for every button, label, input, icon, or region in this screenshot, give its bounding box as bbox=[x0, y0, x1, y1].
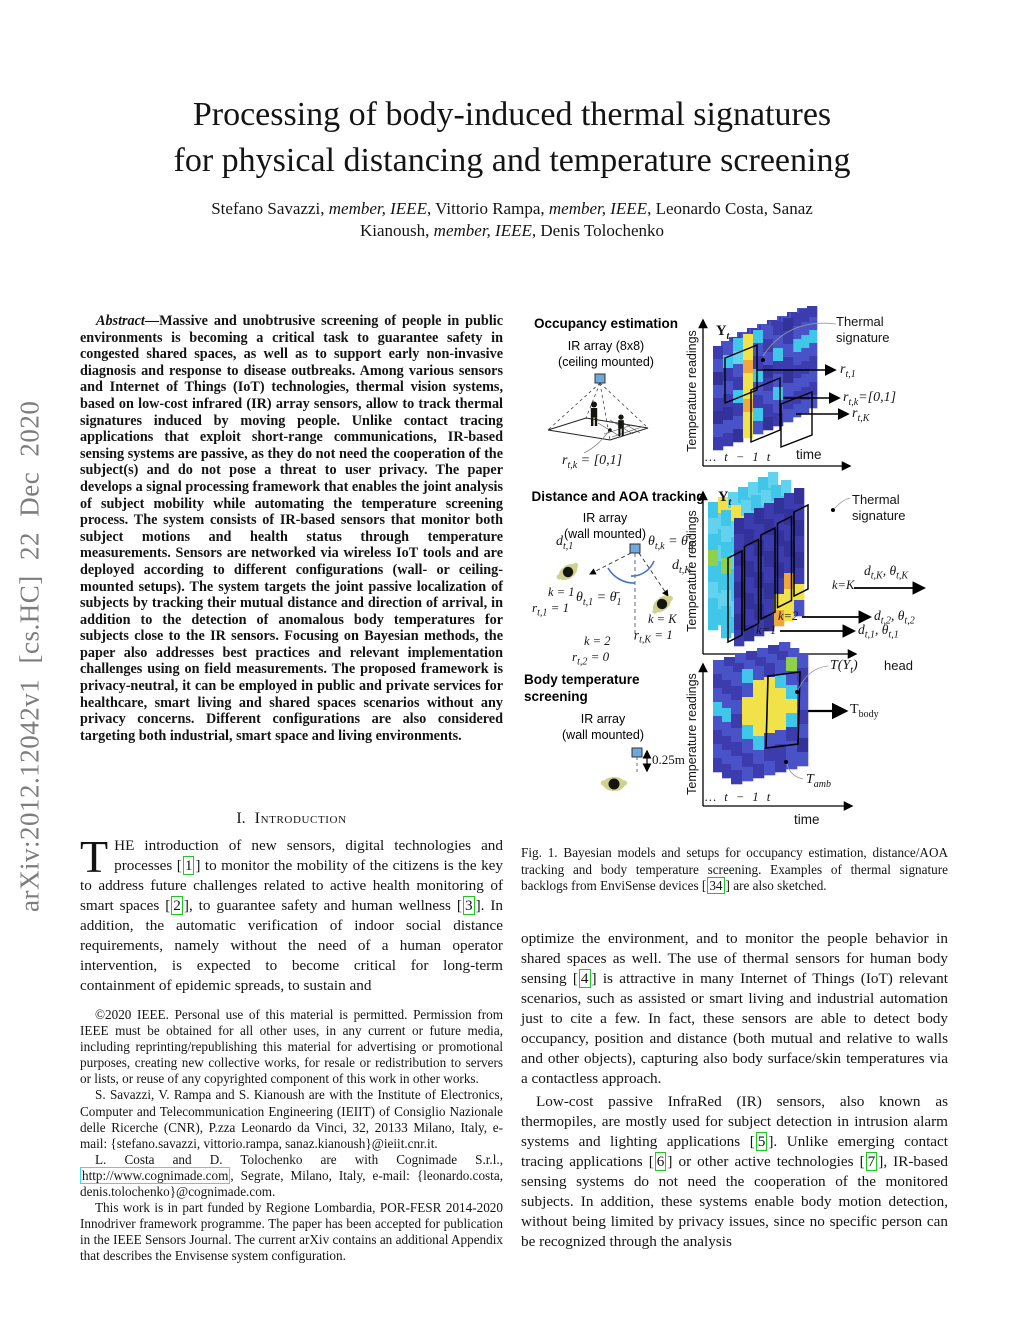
ceiling-sensor-scene-icon bbox=[547, 373, 649, 454]
panel2-heading: Distance and AOA tracking bbox=[531, 489, 705, 504]
citation-link[interactable]: 7 bbox=[865, 1152, 878, 1171]
panel2-r2-label: rt,2 = 0 bbox=[572, 649, 610, 668]
panel3-heading-1: Body temperature bbox=[524, 672, 640, 687]
title-line-1: Processing of body-induced thermal signa… bbox=[192, 96, 832, 133]
abstract-label: Abstract bbox=[96, 313, 145, 329]
panel3-head-word-label: head bbox=[884, 658, 913, 673]
panel2-r1-label: rt,1 = 1 bbox=[532, 600, 570, 619]
panel3-y-axis-label: Temperature readings bbox=[685, 673, 699, 795]
citation-link[interactable]: 4 bbox=[578, 969, 591, 988]
panel3-time-axis-label: time bbox=[794, 812, 820, 827]
hyperlink[interactable]: http://www.cognimade.com bbox=[80, 1166, 231, 1184]
panel1-floor-label: rt,k = [0,1] bbox=[562, 453, 623, 471]
panel2-arrowK-label: dt,K, θt,K bbox=[864, 563, 909, 582]
panel1-time-ticks: … t − 1 t bbox=[705, 450, 771, 464]
panel2-kK-label: k = K bbox=[648, 612, 677, 626]
panel2-k2-axis-tag: k=2 bbox=[778, 609, 799, 623]
occupancy-heatmap-plot bbox=[698, 306, 852, 471]
abstract-text: —Massive and unobtrusive screening of pe… bbox=[80, 313, 503, 744]
wall-sensor-temperature-scene-icon bbox=[600, 747, 652, 791]
panel1-time-axis-label: time bbox=[796, 447, 822, 462]
panel1-arrow2-label: rt,k=[0,1] bbox=[843, 390, 897, 408]
figure-graphics bbox=[547, 306, 927, 811]
panel2-arrow2-label: dt,2, θt,2 bbox=[874, 608, 915, 627]
panel2-theta-1-label: θt,1 = θ̄1 bbox=[576, 590, 622, 608]
panel2-arrow1-label: dt,1, θt,1 bbox=[858, 622, 899, 641]
panel3-heading-2: screening bbox=[524, 689, 588, 704]
citation-link[interactable]: 6 bbox=[654, 1152, 667, 1171]
panel2-k1-label: k = 1 bbox=[548, 585, 575, 599]
panel1-subtitle-1: IR array (8x8) bbox=[567, 339, 645, 353]
authors: Stefano Savazzi, member, IEEE, Vittorio … bbox=[0, 198, 1024, 242]
panel3-subtitle-2: (wall mounted) bbox=[562, 728, 644, 742]
panel3-tbody-label: Tbody bbox=[850, 702, 879, 720]
citation-link[interactable]: 2 bbox=[171, 896, 183, 915]
footnote-affiliation-1: S. Savazzi, V. Rampa and S. Kianoush are… bbox=[80, 1087, 503, 1151]
panel3-distance-label: 0.25m bbox=[652, 752, 685, 767]
footnote-funding: This work is in part funded by Regione L… bbox=[80, 1200, 503, 1264]
figure-1: Occupancy estimation IR array (8x8) (cei… bbox=[520, 306, 954, 842]
footnotes: ©2020 IEEE. Personal use of this materia… bbox=[80, 1007, 503, 1265]
person-silhouette-icon bbox=[590, 401, 624, 436]
temperature-heatmap-plot bbox=[698, 642, 854, 811]
panel2-theta-k-label: θt,k = θ̄K bbox=[648, 534, 695, 552]
panel3-tamb-label: Tamb bbox=[806, 772, 832, 790]
right-column-paragraph-2: Low-cost passive InfraRed (IR) sensors, … bbox=[521, 1093, 949, 1250]
authors-line-2: Kianoush, member, IEEE, Denis Tolochenko bbox=[360, 221, 664, 240]
intro-paragraph: T HE introduction of new sensors, digital… bbox=[80, 831, 503, 995]
citation-link[interactable]: 1 bbox=[182, 856, 195, 875]
panel2-k2-label: k = 2 bbox=[584, 634, 611, 648]
aoa-heatmap-plot bbox=[698, 472, 927, 659]
figure-caption: Fig. 1. Bayesian models and setups for o… bbox=[521, 845, 948, 895]
person-topview-icon bbox=[600, 777, 628, 791]
arxiv-banner: arXiv:2012.12042v1 [cs.HC] 22 Dec 2020 bbox=[14, 400, 45, 912]
panel2-dK-label: dt,K bbox=[672, 558, 691, 576]
panel1-y-axis-label: Temperature readings bbox=[685, 330, 699, 452]
authors-line-1: Stefano Savazzi, member, IEEE, Vittorio … bbox=[211, 199, 813, 218]
citation-link[interactable]: 5 bbox=[755, 1132, 768, 1151]
panel1-arrow3-label: rt,K bbox=[852, 406, 870, 424]
panel1-arrow1-label: rt,1 bbox=[840, 362, 856, 380]
panel2-subtitle-2: (wall mounted) bbox=[564, 527, 646, 541]
right-column-paragraph-1: optimize the environment, and to monitor… bbox=[521, 930, 948, 1087]
panel2-thermal-signature-label: Thermal signature bbox=[852, 492, 906, 523]
panel1-heading: Occupancy estimation bbox=[533, 316, 679, 331]
panel1-subtitle-2: (ceiling mounted) bbox=[558, 355, 654, 369]
panel3-time-ticks: … t − 1 t bbox=[705, 790, 771, 804]
wall-sensor-aoa-scene-icon bbox=[556, 543, 673, 640]
section-heading-introduction: I. Introduction bbox=[236, 810, 347, 827]
citation-link[interactable]: 34 bbox=[707, 877, 725, 895]
panel2-d1-label: dt,1 bbox=[556, 534, 574, 552]
footnote-copyright: ©2020 IEEE. Personal use of this materia… bbox=[80, 1007, 503, 1087]
abstract: Abstract—Massive and unobtrusive screeni… bbox=[80, 313, 503, 744]
panel2-yt-label: Yt bbox=[718, 489, 732, 508]
title-line-2: for physical distancing and temperature … bbox=[173, 142, 851, 179]
panel3-subtitle-1: IR array bbox=[580, 712, 626, 726]
drop-cap: T bbox=[80, 831, 109, 882]
citation-link[interactable]: 3 bbox=[462, 896, 475, 915]
panel1-yt-label: Yt bbox=[716, 323, 730, 342]
paper-title: Processing of body-induced thermal signa… bbox=[0, 92, 1024, 184]
panel3-head-math-label: T(Yt) bbox=[830, 658, 858, 676]
panel2-k1-axis-tag: k=1 bbox=[756, 623, 777, 637]
panel2-kK-axis-tag: k=K bbox=[832, 578, 855, 592]
panel2-y-axis-label: Temperature readings bbox=[685, 510, 699, 632]
panel2-subtitle-1: IR array bbox=[582, 511, 628, 525]
panel1-thermal-signature-label: Thermal signature bbox=[836, 314, 890, 345]
person-topview-icon bbox=[556, 562, 673, 614]
panel2-rK-label: rt,K = 1 bbox=[634, 627, 673, 646]
footnote-affiliation-2: L. Costa and D. Tolochenko are with Cogn… bbox=[80, 1151, 503, 1200]
